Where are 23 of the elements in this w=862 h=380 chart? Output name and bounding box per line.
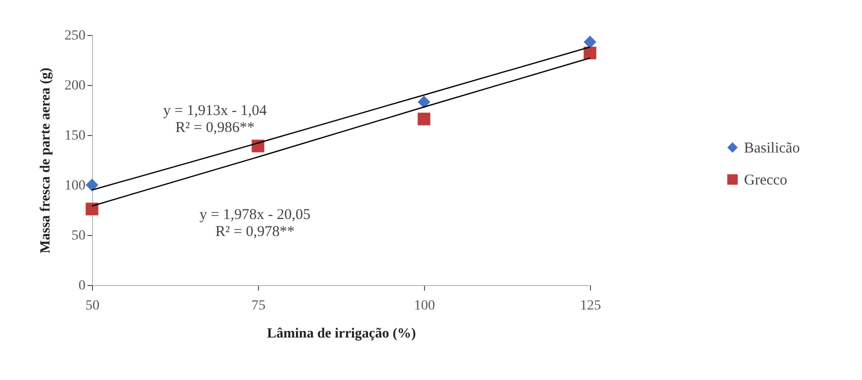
legend-label: Basilicão — [744, 140, 800, 156]
point — [418, 96, 430, 108]
y-tick-label: 0 — [78, 278, 86, 294]
x-tick-label: 125 — [580, 298, 601, 314]
y-tick-label: 100 — [64, 178, 86, 194]
y-tick-label: 150 — [64, 128, 86, 144]
point — [584, 36, 596, 48]
y-tick-label: 250 — [64, 28, 86, 44]
x-tick-label: 75 — [252, 298, 266, 314]
legend-label: Grecco — [744, 172, 788, 188]
annotation: y = 1,913x - 1,04 R² = 0,986** — [163, 103, 268, 136]
annotation: y = 1,978x - 20,05 R² = 0,978** — [200, 207, 310, 240]
y-tick-label: 50 — [72, 228, 86, 244]
point — [86, 202, 98, 216]
y-tick-label: 200 — [64, 78, 86, 94]
y-axis-title: Massa fresca de parte aerea (g) — [38, 67, 54, 254]
x-tick-label: 50 — [86, 298, 100, 314]
point — [418, 112, 430, 126]
point — [252, 140, 264, 152]
x-tick-label: 100 — [414, 298, 435, 314]
point — [86, 178, 98, 192]
x-axis-title: Lâmina de irrigação (%) — [267, 326, 416, 342]
point — [584, 46, 596, 60]
